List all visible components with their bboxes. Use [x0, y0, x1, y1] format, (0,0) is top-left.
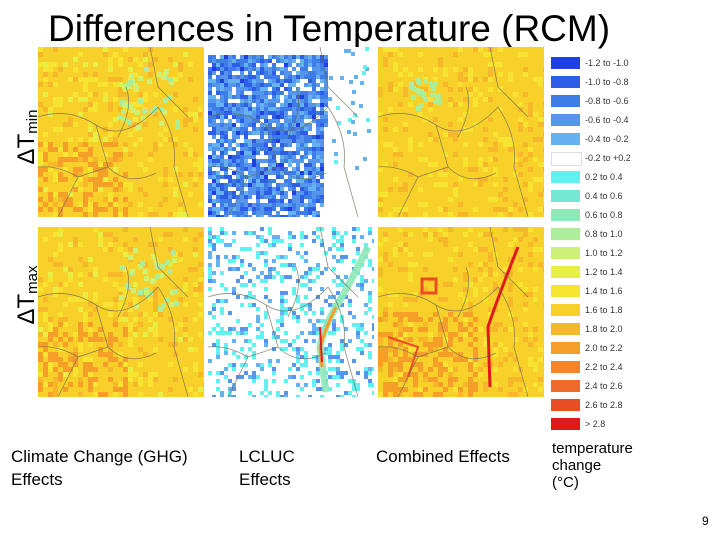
map-panel-grid	[38, 47, 544, 399]
legend-swatch	[551, 152, 582, 166]
legend-swatch	[551, 380, 580, 392]
row-label-tmax: ΔTmax	[13, 250, 41, 340]
legend-label: -0.8 to -0.6	[585, 96, 629, 106]
legend-swatch	[551, 285, 580, 297]
page-number: 9	[702, 514, 709, 528]
legend-label: 0.2 to 0.4	[585, 172, 623, 182]
row-label-tmax-symbol: ΔT	[13, 293, 40, 325]
legend-swatch	[551, 342, 580, 354]
map-tmax-ghg-canvas	[38, 227, 204, 397]
legend-label: -1.0 to -0.8	[585, 77, 629, 87]
legend-title-line-1: temperature	[552, 440, 633, 457]
legend-label: 1.8 to 2.0	[585, 324, 623, 334]
legend-swatch	[551, 133, 580, 145]
legend-label: 1.0 to 1.2	[585, 248, 623, 258]
legend-swatch	[551, 95, 580, 107]
map-tmax-lcluc	[208, 227, 374, 397]
map-tmin-ghg-canvas	[38, 47, 204, 217]
legend-label: 2.2 to 2.4	[585, 362, 623, 372]
legend-label: 0.6 to 0.8	[585, 210, 623, 220]
legend-label: -0.6 to -0.4	[585, 115, 629, 125]
row-label-tmin: ΔTmin	[13, 92, 41, 182]
legend-label: -1.2 to -1.0	[585, 58, 629, 68]
legend-label: 0.8 to 1.0	[585, 229, 623, 239]
legend-label: -0.4 to -0.2	[585, 134, 629, 144]
legend-swatch	[551, 304, 580, 316]
legend-label: 1.6 to 1.8	[585, 305, 623, 315]
map-tmax-combined-canvas	[378, 227, 544, 397]
legend-swatch	[551, 76, 580, 88]
legend-swatch	[551, 247, 580, 259]
row-label-tmin-symbol: ΔT	[13, 133, 40, 165]
map-tmin-lcluc-canvas	[208, 47, 374, 217]
map-tmin-lcluc	[208, 47, 374, 217]
legend-label: 2.6 to 2.8	[585, 400, 623, 410]
legend-swatch	[551, 323, 580, 335]
legend-label: 1.2 to 1.4	[585, 267, 623, 277]
legend-swatch	[551, 171, 580, 183]
caption-lcluc-line-2: Effects	[239, 470, 291, 489]
legend-swatch	[551, 57, 580, 69]
caption-ghg-line-2: Effects	[11, 470, 63, 489]
legend-swatch	[551, 228, 580, 240]
legend-label: > 2.8	[585, 419, 606, 429]
map-tmax-combined	[378, 227, 544, 397]
caption-ghg-line-1: Climate Change (GHG)	[11, 447, 188, 466]
legend-swatch	[551, 418, 580, 430]
legend-label: 2.0 to 2.2	[585, 343, 623, 353]
caption-lcluc-line-1: LCLUC	[239, 447, 295, 466]
legend-title: temperature change (°C)	[552, 440, 633, 491]
legend-swatch	[551, 209, 580, 221]
legend-label: -0.2 to +0.2	[585, 153, 631, 163]
legend-title-line-2: change	[552, 457, 602, 474]
legend-swatch	[551, 399, 580, 411]
legend-label: 0.4 to 0.6	[585, 191, 623, 201]
legend-swatch	[551, 114, 580, 126]
legend-swatch	[551, 190, 580, 202]
legend-title-line-3: (°C)	[552, 474, 579, 491]
map-tmax-ghg	[38, 227, 204, 397]
map-tmax-lcluc-canvas	[208, 227, 374, 397]
legend-label: 2.4 to 2.6	[585, 381, 623, 391]
map-tmin-ghg	[38, 47, 204, 217]
caption-ghg: Climate Change (GHG) Effects	[11, 445, 188, 491]
legend-swatch	[551, 266, 580, 278]
map-tmin-combined-canvas	[378, 47, 544, 217]
slide-title: Differences in Temperature (RCM)	[48, 8, 611, 49]
caption-combined-line-1: Combined Effects	[376, 447, 510, 466]
caption-lcluc: LCLUC Effects	[239, 445, 295, 491]
legend-label: 1.4 to 1.6	[585, 286, 623, 296]
map-tmin-combined	[378, 47, 544, 217]
legend-swatch	[551, 361, 580, 373]
caption-combined: Combined Effects	[376, 445, 510, 468]
